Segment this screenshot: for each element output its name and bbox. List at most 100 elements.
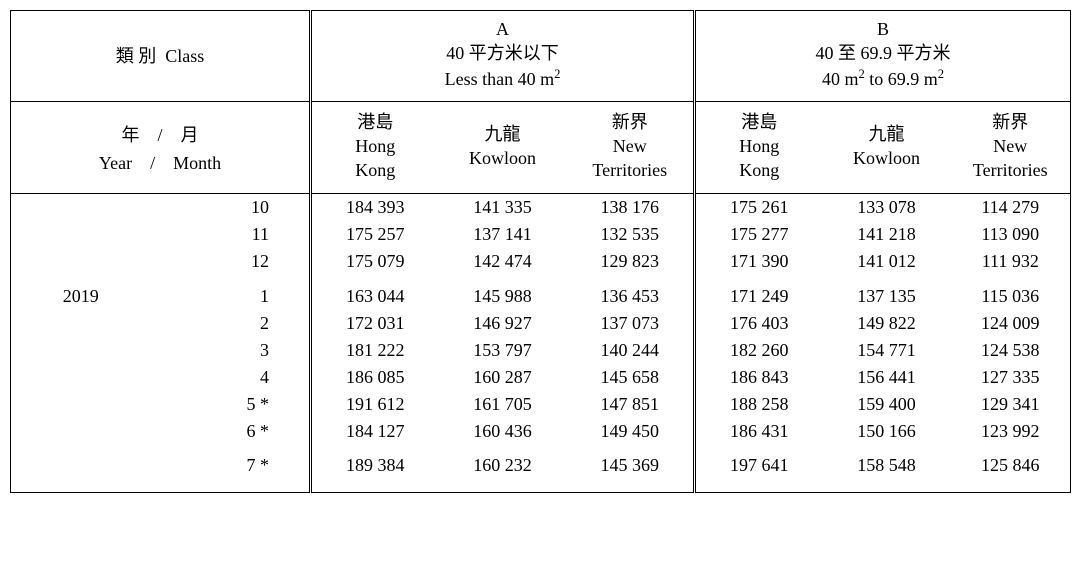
data-cell: 137 141 (439, 221, 567, 248)
data-cell: 146 927 (439, 310, 567, 337)
col-b-nt: 新界 New Territories (951, 101, 1071, 193)
slash1: / (158, 125, 163, 145)
col-a-kl: 九龍 Kowloon (439, 101, 567, 193)
data-cell: 175 079 (311, 248, 439, 275)
data-cell: 142 474 (439, 248, 567, 275)
group-b-header: B 40 至 69.9 平方米 40 m2 to 69.9 m2 (695, 11, 1071, 102)
table-row: 10184 393141 335138 176175 261133 078114… (11, 193, 1071, 221)
col-b-hk: 港島 Hong Kong (695, 101, 823, 193)
table-row: 11175 257137 141132 535175 277141 218113… (11, 221, 1071, 248)
data-cell: 171 390 (695, 248, 823, 275)
table-row: 4186 085160 287145 658186 843156 441127 … (11, 364, 1071, 391)
table-row: 12175 079142 474129 823171 390141 012111… (11, 248, 1071, 275)
month-cell: 12 (151, 248, 311, 275)
data-cell: 141 335 (439, 193, 567, 221)
data-cell: 154 771 (823, 337, 951, 364)
group-b-cn: 40 至 69.9 平方米 (700, 41, 1066, 65)
data-cell: 111 932 (951, 248, 1071, 275)
data-cell: 129 341 (951, 391, 1071, 418)
month-cell: 5 * (151, 391, 311, 418)
table-row: 20191163 044145 988136 453171 249137 135… (11, 283, 1071, 310)
group-b-code: B (700, 17, 1066, 41)
table-row: 6 *184 127160 436149 450186 431150 16612… (11, 418, 1071, 445)
data-cell: 140 244 (567, 337, 695, 364)
table-row: 5 *191 612161 705147 851188 258159 40012… (11, 391, 1071, 418)
data-cell: 160 287 (439, 364, 567, 391)
col-a-hk: 港島 Hong Kong (311, 101, 439, 193)
data-cell: 175 277 (695, 221, 823, 248)
data-cell: 145 658 (567, 364, 695, 391)
data-cell: 125 846 (951, 445, 1071, 493)
month-cell: 6 * (151, 418, 311, 445)
data-cell: 163 044 (311, 283, 439, 310)
year-cell (11, 364, 151, 391)
data-cell: 171 249 (695, 283, 823, 310)
data-cell: 182 260 (695, 337, 823, 364)
data-cell: 160 436 (439, 418, 567, 445)
data-cell: 186 085 (311, 364, 439, 391)
header-row-class: 類 別 Class A 40 平方米以下 Less than 40 m2 B 4… (11, 11, 1071, 102)
data-cell: 149 822 (823, 310, 951, 337)
year-cell (11, 337, 151, 364)
month-cn: 月 (181, 125, 199, 145)
month-cell: 2 (151, 310, 311, 337)
data-cell: 138 176 (567, 193, 695, 221)
data-cell: 137 073 (567, 310, 695, 337)
year-cell (11, 445, 151, 493)
data-cell: 184 393 (311, 193, 439, 221)
year-cn: 年 (122, 125, 140, 145)
data-cell: 127 335 (951, 364, 1071, 391)
data-cell: 191 612 (311, 391, 439, 418)
data-cell: 141 012 (823, 248, 951, 275)
data-cell: 149 450 (567, 418, 695, 445)
data-cell: 123 992 (951, 418, 1071, 445)
data-cell: 147 851 (567, 391, 695, 418)
data-cell: 113 090 (951, 221, 1071, 248)
data-cell: 145 988 (439, 283, 567, 310)
data-cell: 160 232 (439, 445, 567, 493)
year-en: Year (99, 153, 132, 173)
year-cell (11, 248, 151, 275)
group-b-en: 40 m2 to 69.9 m2 (700, 66, 1066, 91)
data-cell: 136 453 (567, 283, 695, 310)
month-cell: 1 (151, 283, 311, 310)
month-cell: 4 (151, 364, 311, 391)
year-cell (11, 391, 151, 418)
table-row: 7 *189 384160 232145 369197 641158 54812… (11, 445, 1071, 493)
data-cell: 145 369 (567, 445, 695, 493)
month-cell: 3 (151, 337, 311, 364)
class-header-cell: 類 別 Class (11, 11, 311, 102)
data-cell: 175 257 (311, 221, 439, 248)
data-cell: 161 705 (439, 391, 567, 418)
data-cell: 188 258 (695, 391, 823, 418)
group-a-code: A (316, 17, 689, 41)
year-month-header: 年 / 月 Year / Month (11, 101, 311, 193)
group-a-cn: 40 平方米以下 (316, 41, 689, 65)
data-cell: 172 031 (311, 310, 439, 337)
price-table: 類 別 Class A 40 平方米以下 Less than 40 m2 B 4… (10, 10, 1071, 493)
data-cell: 132 535 (567, 221, 695, 248)
data-cell: 137 135 (823, 283, 951, 310)
table-row: 3181 222153 797140 244182 260154 771124 … (11, 337, 1071, 364)
data-cell: 153 797 (439, 337, 567, 364)
data-cell: 158 548 (823, 445, 951, 493)
data-cell: 186 431 (695, 418, 823, 445)
year-cell (11, 221, 151, 248)
data-cell: 197 641 (695, 445, 823, 493)
data-cell: 133 078 (823, 193, 951, 221)
table-row: 2172 031146 927137 073176 403149 822124 … (11, 310, 1071, 337)
month-cell: 10 (151, 193, 311, 221)
data-cell: 159 400 (823, 391, 951, 418)
col-b-kl: 九龍 Kowloon (823, 101, 951, 193)
slash2: / (150, 153, 155, 173)
data-cell: 129 823 (567, 248, 695, 275)
class-label-en: Class (165, 46, 204, 66)
data-cell: 184 127 (311, 418, 439, 445)
year-cell (11, 418, 151, 445)
group-a-header: A 40 平方米以下 Less than 40 m2 (311, 11, 695, 102)
month-cell: 11 (151, 221, 311, 248)
year-cell: 2019 (11, 283, 151, 310)
col-a-nt: 新界 New Territories (567, 101, 695, 193)
data-cell: 124 009 (951, 310, 1071, 337)
month-cell: 7 * (151, 445, 311, 493)
